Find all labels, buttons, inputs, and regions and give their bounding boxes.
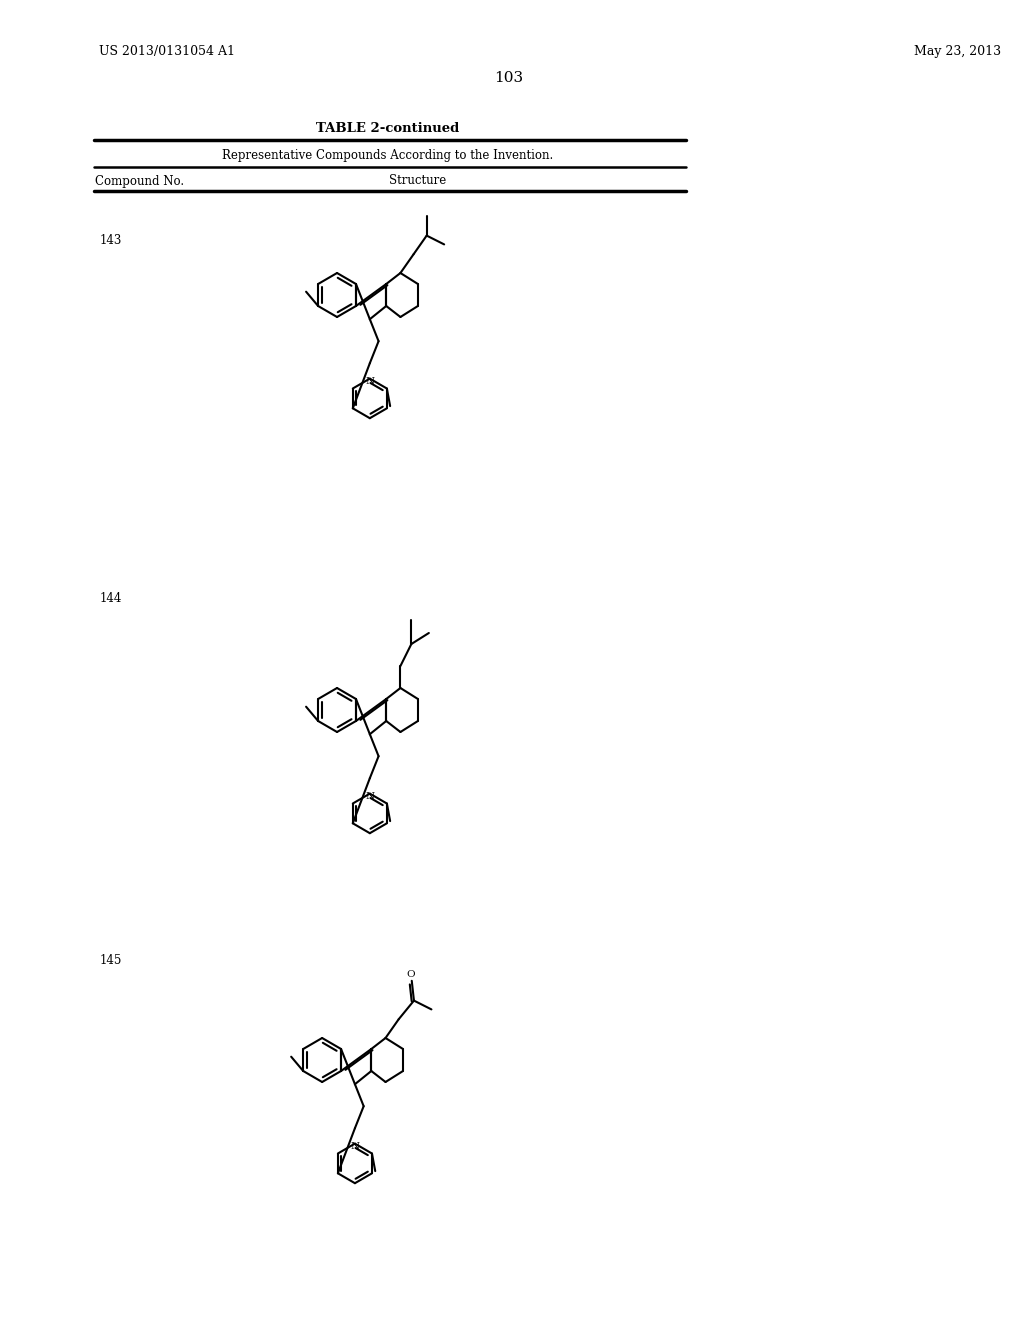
Text: May 23, 2013: May 23, 2013 <box>914 45 1001 58</box>
Text: Structure: Structure <box>389 174 445 187</box>
Text: Representative Compounds According to the Invention.: Representative Compounds According to th… <box>222 149 553 161</box>
Text: N: N <box>366 378 375 385</box>
Text: 145: 145 <box>99 953 122 966</box>
Text: O: O <box>407 970 415 979</box>
Text: N: N <box>366 792 375 801</box>
Text: Compound No.: Compound No. <box>94 174 183 187</box>
Text: 143: 143 <box>99 234 122 247</box>
Text: US 2013/0131054 A1: US 2013/0131054 A1 <box>99 45 236 58</box>
Text: N: N <box>350 1142 359 1151</box>
Text: 103: 103 <box>495 71 523 84</box>
Text: 144: 144 <box>99 591 122 605</box>
Text: TABLE 2-continued: TABLE 2-continued <box>315 121 459 135</box>
